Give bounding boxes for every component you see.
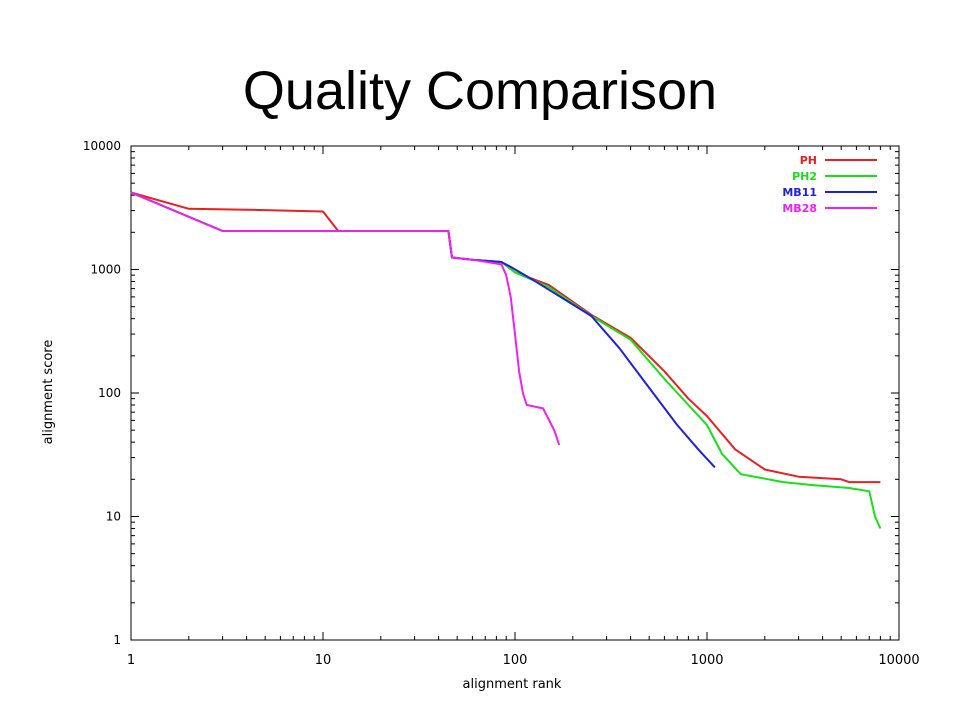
y-tick-label: 100 bbox=[98, 386, 121, 400]
series-line-ph2 bbox=[130, 191, 882, 529]
legend-label-mb28: MB28 bbox=[782, 202, 817, 215]
series-line-mb28 bbox=[130, 191, 561, 446]
series-line-mb11 bbox=[130, 191, 716, 469]
legend-label-mb11: MB11 bbox=[782, 186, 817, 199]
x-tick-label: 100 bbox=[503, 653, 528, 668]
legend-label-ph2: PH2 bbox=[792, 170, 817, 183]
x-axis-label: alignment rank bbox=[463, 677, 562, 692]
x-tick-label: 1000 bbox=[690, 653, 723, 668]
y-axis-label: alignment score bbox=[41, 340, 56, 445]
slide-title: Quality Comparison bbox=[242, 61, 718, 121]
x-tick-label: 1 bbox=[127, 653, 135, 668]
y-tick-label: 1 bbox=[113, 633, 121, 647]
y-tick-label: 1000 bbox=[90, 263, 121, 277]
series-line-ph bbox=[130, 191, 881, 484]
x-tick-label: 10000 bbox=[878, 653, 919, 668]
y-tick-label: 10 bbox=[106, 510, 121, 524]
plot-frame bbox=[130, 145, 900, 641]
x-tick-label: 10 bbox=[315, 653, 332, 668]
y-tick-label: 10000 bbox=[83, 139, 121, 153]
legend-label-ph: PH bbox=[800, 154, 817, 167]
